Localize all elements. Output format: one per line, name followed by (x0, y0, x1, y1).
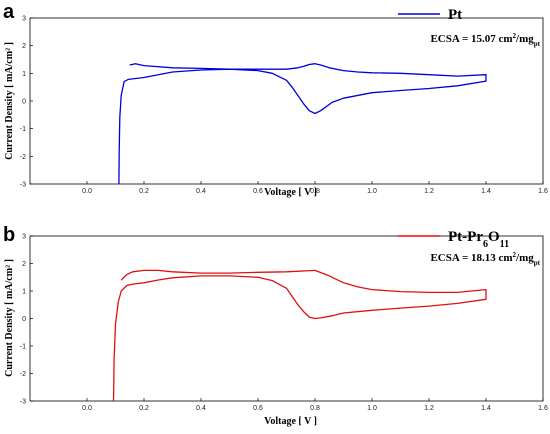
y-tick-label: 1 (22, 71, 26, 78)
x-tick-label: 1.2 (424, 405, 434, 412)
y-tick-label: 1 (22, 289, 26, 296)
panel-label: b (3, 224, 15, 246)
x-tick-label: 0.2 (139, 188, 149, 195)
x-tick-label: 1.6 (538, 405, 548, 412)
ecsa-annotation: ECSA = 15.07 cm2/mgpt (430, 32, 540, 48)
y-tick-label: 0 (22, 99, 26, 106)
series-line-a (118, 63, 487, 185)
y-tick-label: -2 (20, 154, 26, 161)
x-tick-label: 0.4 (196, 188, 206, 195)
y-tick-label: 3 (22, 234, 26, 241)
x-tick-label: 0.2 (139, 405, 149, 412)
x-tick-label: 1.2 (424, 188, 434, 195)
x-tick-label: 1.0 (367, 405, 377, 412)
x-tick-label: 1.4 (481, 405, 491, 412)
legend-label: Pt-Pr6O11 (448, 229, 509, 250)
x-tick-label: 0.8 (310, 188, 320, 195)
x-tick-label: 0.4 (196, 405, 206, 412)
y-tick-label: 0 (22, 316, 26, 323)
ecsa-annotation: ECSA = 18.13 cm2/mgpt (430, 251, 540, 267)
y-tick-label: 2 (22, 261, 26, 268)
series-line-b (112, 269, 487, 402)
x-tick-label: 0.0 (82, 188, 92, 195)
y-tick-label: -1 (20, 344, 26, 351)
y-axis-label: Current Density [ mA/cm² ] (4, 259, 15, 377)
y-tick-label: -1 (20, 126, 26, 133)
x-tick-label: 0.6 (253, 188, 263, 195)
x-tick-label: 1.6 (538, 188, 548, 195)
chart-panel-a: 0.0 0.2 0.4 0.6 0.8 1.0 1.2 1.4 1.6 -3 -2 -1 0 1 2 3 Vol… (3, 1, 548, 198)
y-tick-label: -3 (20, 182, 26, 189)
chart-panel-b: 0.0 0.2 0.4 0.6 0.8 1.0 1.2 1.4 1.6 -3 -2 -1 0 1 2 3 Vol… (3, 224, 548, 427)
x-axis-label: Voltage [ V ] (264, 416, 317, 427)
x-axis-label: Voltage [ V ] (264, 187, 317, 198)
y-tick-label: 2 (22, 43, 26, 50)
y-tick-label: 3 (22, 16, 26, 23)
x-tick-label: 1.0 (367, 188, 377, 195)
y-axis-label: Current Density [ mA/cm² ] (4, 42, 15, 160)
x-tick-label: 0.0 (82, 405, 92, 412)
x-tick-label: 1.4 (481, 188, 491, 195)
panel-label: a (3, 1, 15, 23)
x-tick-label: 0.6 (253, 405, 263, 412)
x-tick-label: 0.8 (310, 405, 320, 412)
legend-label: Pt (448, 7, 462, 23)
y-tick-label: -2 (20, 371, 26, 378)
y-tick-label: -3 (20, 399, 26, 406)
